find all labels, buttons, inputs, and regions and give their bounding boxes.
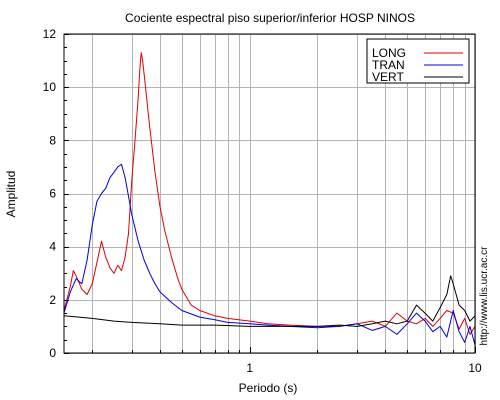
x-tick-label: 1 <box>246 361 253 375</box>
watermark-url: http://www.lis.ucr.ac.cr <box>479 246 490 346</box>
series-layer <box>64 52 475 346</box>
y-tick-label: 6 <box>49 187 56 201</box>
y-tick-label: 4 <box>49 240 56 254</box>
plot-frame <box>63 33 476 354</box>
chart-title: Cociente espectral piso superior/inferio… <box>125 11 415 25</box>
y-tick-label: 2 <box>49 293 56 307</box>
y-tick-label: 12 <box>43 27 57 41</box>
y-axis-label: Amplitud <box>4 171 18 218</box>
legend-label-long: LONG <box>372 46 406 60</box>
y-tick-label: 10 <box>43 80 57 94</box>
x-tick-label: 10 <box>468 361 482 375</box>
legend-box <box>366 38 470 84</box>
series-line-vert <box>64 275 475 327</box>
y-tick-label: 8 <box>49 133 56 147</box>
x-axis-label: Periodo (s) <box>239 381 298 395</box>
axis-tick-labels: 0 2 4 6 8 10 12 1 10 <box>43 27 482 375</box>
legend-label-tran: TRAN <box>372 58 405 72</box>
axis-ticks <box>64 34 476 354</box>
series-line-tran <box>64 163 475 346</box>
y-tick-label: 0 <box>49 346 56 360</box>
series-line-long <box>64 52 475 335</box>
legend-label-vert: VERT <box>372 70 404 84</box>
